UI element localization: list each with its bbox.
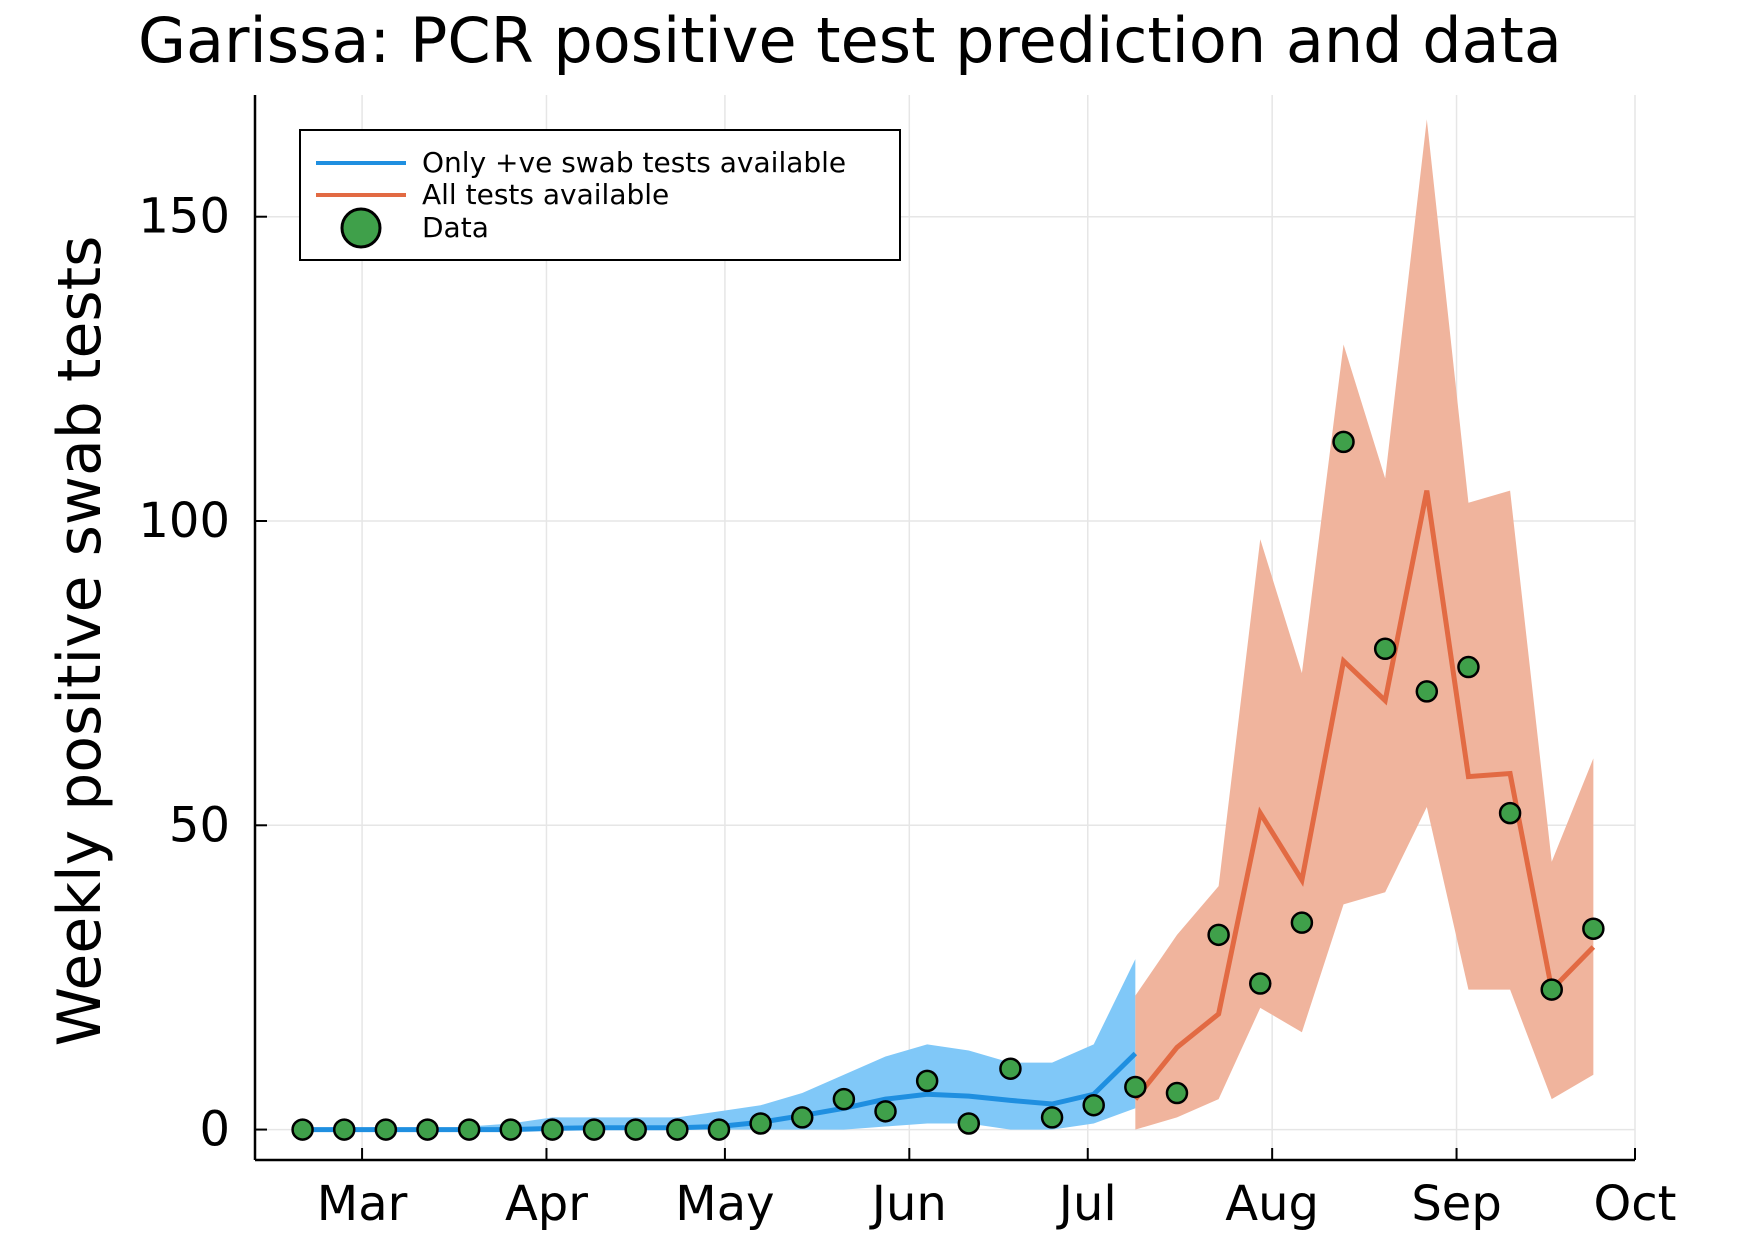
y-tick-label: 150 — [138, 189, 230, 245]
chart-title: Garissa: PCR positive test prediction an… — [138, 4, 1562, 77]
data-point — [915, 1069, 939, 1093]
y-tick-label: 50 — [169, 797, 230, 853]
x-tick-label: Apr — [505, 1176, 588, 1232]
data-point — [416, 1118, 439, 1141]
data-point — [541, 1118, 564, 1141]
data-point — [874, 1100, 897, 1123]
legend-label-all-tests: All tests available — [422, 178, 669, 211]
x-tick-label: Jun — [869, 1176, 947, 1232]
x-tick-label: May — [675, 1176, 774, 1232]
data-point — [1290, 911, 1314, 934]
y-axis-label: Weekly positive swab tests — [45, 236, 115, 1047]
point-layer — [291, 430, 1605, 1141]
data-point — [332, 1118, 356, 1141]
data-point — [1582, 917, 1605, 940]
data-point — [1207, 923, 1230, 947]
data-point — [1165, 1081, 1189, 1105]
legend-label-only-positive: Only +ve swab tests available — [422, 146, 846, 179]
data-point — [1540, 978, 1563, 1001]
data-point — [832, 1087, 856, 1111]
data-point — [790, 1106, 814, 1129]
data-point — [1373, 637, 1397, 661]
data-point — [291, 1118, 314, 1141]
data-point — [1124, 1075, 1147, 1099]
data-point — [957, 1112, 981, 1135]
x-tick-label: Mar — [317, 1176, 408, 1232]
data-point — [1082, 1093, 1105, 1117]
data-point — [707, 1118, 731, 1141]
band-series-1 — [1135, 119, 1594, 1130]
y-tick-label: 100 — [138, 493, 230, 549]
data-point — [374, 1118, 398, 1141]
data-point — [666, 1118, 689, 1141]
x-tick-label: Sep — [1411, 1176, 1501, 1232]
legend: Only +ve swab tests available All tests … — [299, 129, 901, 261]
legend-swatch-data — [340, 207, 382, 249]
data-point — [1415, 680, 1439, 703]
data-point — [999, 1057, 1022, 1080]
legend-label-data: Data — [422, 211, 489, 244]
x-tick-label: Aug — [1225, 1176, 1319, 1232]
data-point — [582, 1118, 606, 1141]
axis-layer: Mar Apr May Jun Jul Aug Sep Oct 0 50 100 150 — [138, 95, 1677, 1232]
data-point — [499, 1118, 523, 1141]
data-point — [1332, 430, 1355, 454]
data-point — [624, 1118, 647, 1141]
data-point — [457, 1118, 481, 1141]
data-point — [749, 1112, 772, 1135]
x-tick-label: Jul — [1056, 1176, 1117, 1232]
data-point — [1498, 801, 1522, 825]
data-point — [1040, 1106, 1064, 1129]
data-point — [1249, 972, 1272, 995]
data-point — [1457, 655, 1480, 679]
x-tick-label: Oct — [1594, 1176, 1677, 1232]
y-tick-label: 0 — [199, 1102, 230, 1158]
